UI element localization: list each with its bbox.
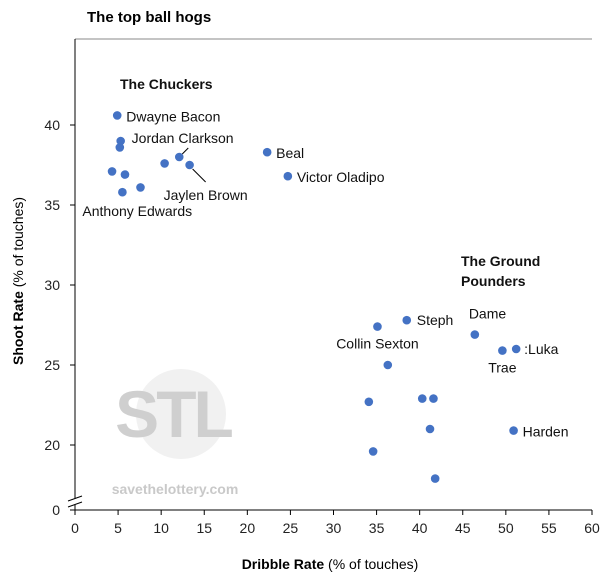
data-point xyxy=(383,360,393,370)
leader-line-clarkson xyxy=(181,147,189,155)
x-tick-label: 55 xyxy=(541,520,557,536)
watermark-text: savethelottery.com xyxy=(112,481,239,497)
y-axis-label: Shoot Rate (% of touches) xyxy=(10,197,26,365)
data-point xyxy=(417,394,427,403)
data-point xyxy=(511,344,521,354)
point-label: Steph xyxy=(417,312,454,328)
data-point xyxy=(262,147,272,157)
y-tick-label: 40 xyxy=(44,117,60,133)
watermark-logo: STL xyxy=(115,377,232,451)
group-label-ground: The Ground xyxy=(461,253,540,269)
point-label: Anthony Edwards xyxy=(82,203,192,219)
x-tick-label: 0 xyxy=(71,520,79,536)
y-tick-label: 25 xyxy=(44,357,60,373)
data-point xyxy=(509,426,518,435)
x-tick-label: 5 xyxy=(114,520,122,536)
point-label: Harden xyxy=(523,424,569,440)
x-tick-label: 25 xyxy=(283,520,299,536)
y-tick-label: 30 xyxy=(44,277,60,293)
x-axis-label: Dribble Rate (% of touches) xyxy=(242,556,419,572)
data-point xyxy=(136,183,145,192)
point-label: Collin Sexton xyxy=(336,336,419,352)
x-tick-label: 15 xyxy=(196,520,212,536)
data-point xyxy=(283,171,293,181)
point-label: Trae xyxy=(488,360,516,376)
y-tick-label-zero: 0 xyxy=(52,502,60,518)
point-label: Victor Oladipo xyxy=(297,169,385,185)
x-tick-label: 45 xyxy=(455,520,471,536)
x-tick-label: 20 xyxy=(240,520,256,536)
y-tick-label: 35 xyxy=(44,197,60,213)
data-point xyxy=(498,346,507,355)
data-point xyxy=(429,394,438,403)
watermark: STL savethelottery.com xyxy=(112,369,239,497)
point-label: Jaylen Brown xyxy=(164,187,248,203)
group-label-chuckers: The Chuckers xyxy=(120,76,213,92)
x-tick-label: 30 xyxy=(326,520,342,536)
point-label: Jordan Clarkson xyxy=(132,130,234,146)
point-label: Dwayne Bacon xyxy=(126,108,220,124)
data-point xyxy=(160,159,169,168)
watermark-ball-icon xyxy=(136,369,226,459)
data-points xyxy=(107,111,521,483)
x-axis-label-unit: (% of touches) xyxy=(324,556,418,572)
point-label: Beal xyxy=(276,145,304,161)
x-tick-label: 10 xyxy=(153,520,169,536)
x-tick-label: 40 xyxy=(412,520,428,536)
y-axis-break-mark-2 xyxy=(67,501,83,508)
point-label: Dame xyxy=(469,306,507,322)
point-label: :Luka xyxy=(524,341,558,357)
y-axis-label-unit: (% of touches) xyxy=(10,197,26,291)
x-tick-label: 60 xyxy=(584,520,600,536)
x-axis-label-bold: Dribble Rate xyxy=(242,556,325,572)
data-point xyxy=(373,322,382,331)
data-point xyxy=(402,315,412,325)
y-axis-label-bold: Shoot Rate xyxy=(10,291,26,365)
data-point xyxy=(174,152,184,162)
point-labels: Dwayne Bacon Jordan Clarkson Anthony Edwar… xyxy=(82,108,568,439)
data-point xyxy=(364,397,374,407)
data-point xyxy=(112,111,122,120)
data-point xyxy=(430,474,440,483)
annotations xyxy=(181,147,206,183)
data-point xyxy=(368,447,378,456)
y-axis-break-mark-1 xyxy=(67,495,83,502)
data-point xyxy=(120,170,130,179)
y-tick-label: 20 xyxy=(44,437,60,453)
x-tick-label: 50 xyxy=(498,520,514,536)
data-point xyxy=(115,143,125,152)
leader-line-brown xyxy=(192,168,206,183)
data-point xyxy=(107,167,117,176)
data-point xyxy=(425,424,435,434)
data-point xyxy=(118,187,127,197)
x-tick-label: 35 xyxy=(369,520,385,536)
axes: 0 5 10 15 20 25 30 35 40 45 50 55 60 20 25 30 35 40 0 xyxy=(44,39,600,536)
chart-title: The top ball hogs xyxy=(87,9,211,26)
data-point xyxy=(185,160,194,170)
group-label-pounders: Pounders xyxy=(461,273,526,289)
data-point xyxy=(116,136,125,146)
data-point xyxy=(470,330,480,339)
